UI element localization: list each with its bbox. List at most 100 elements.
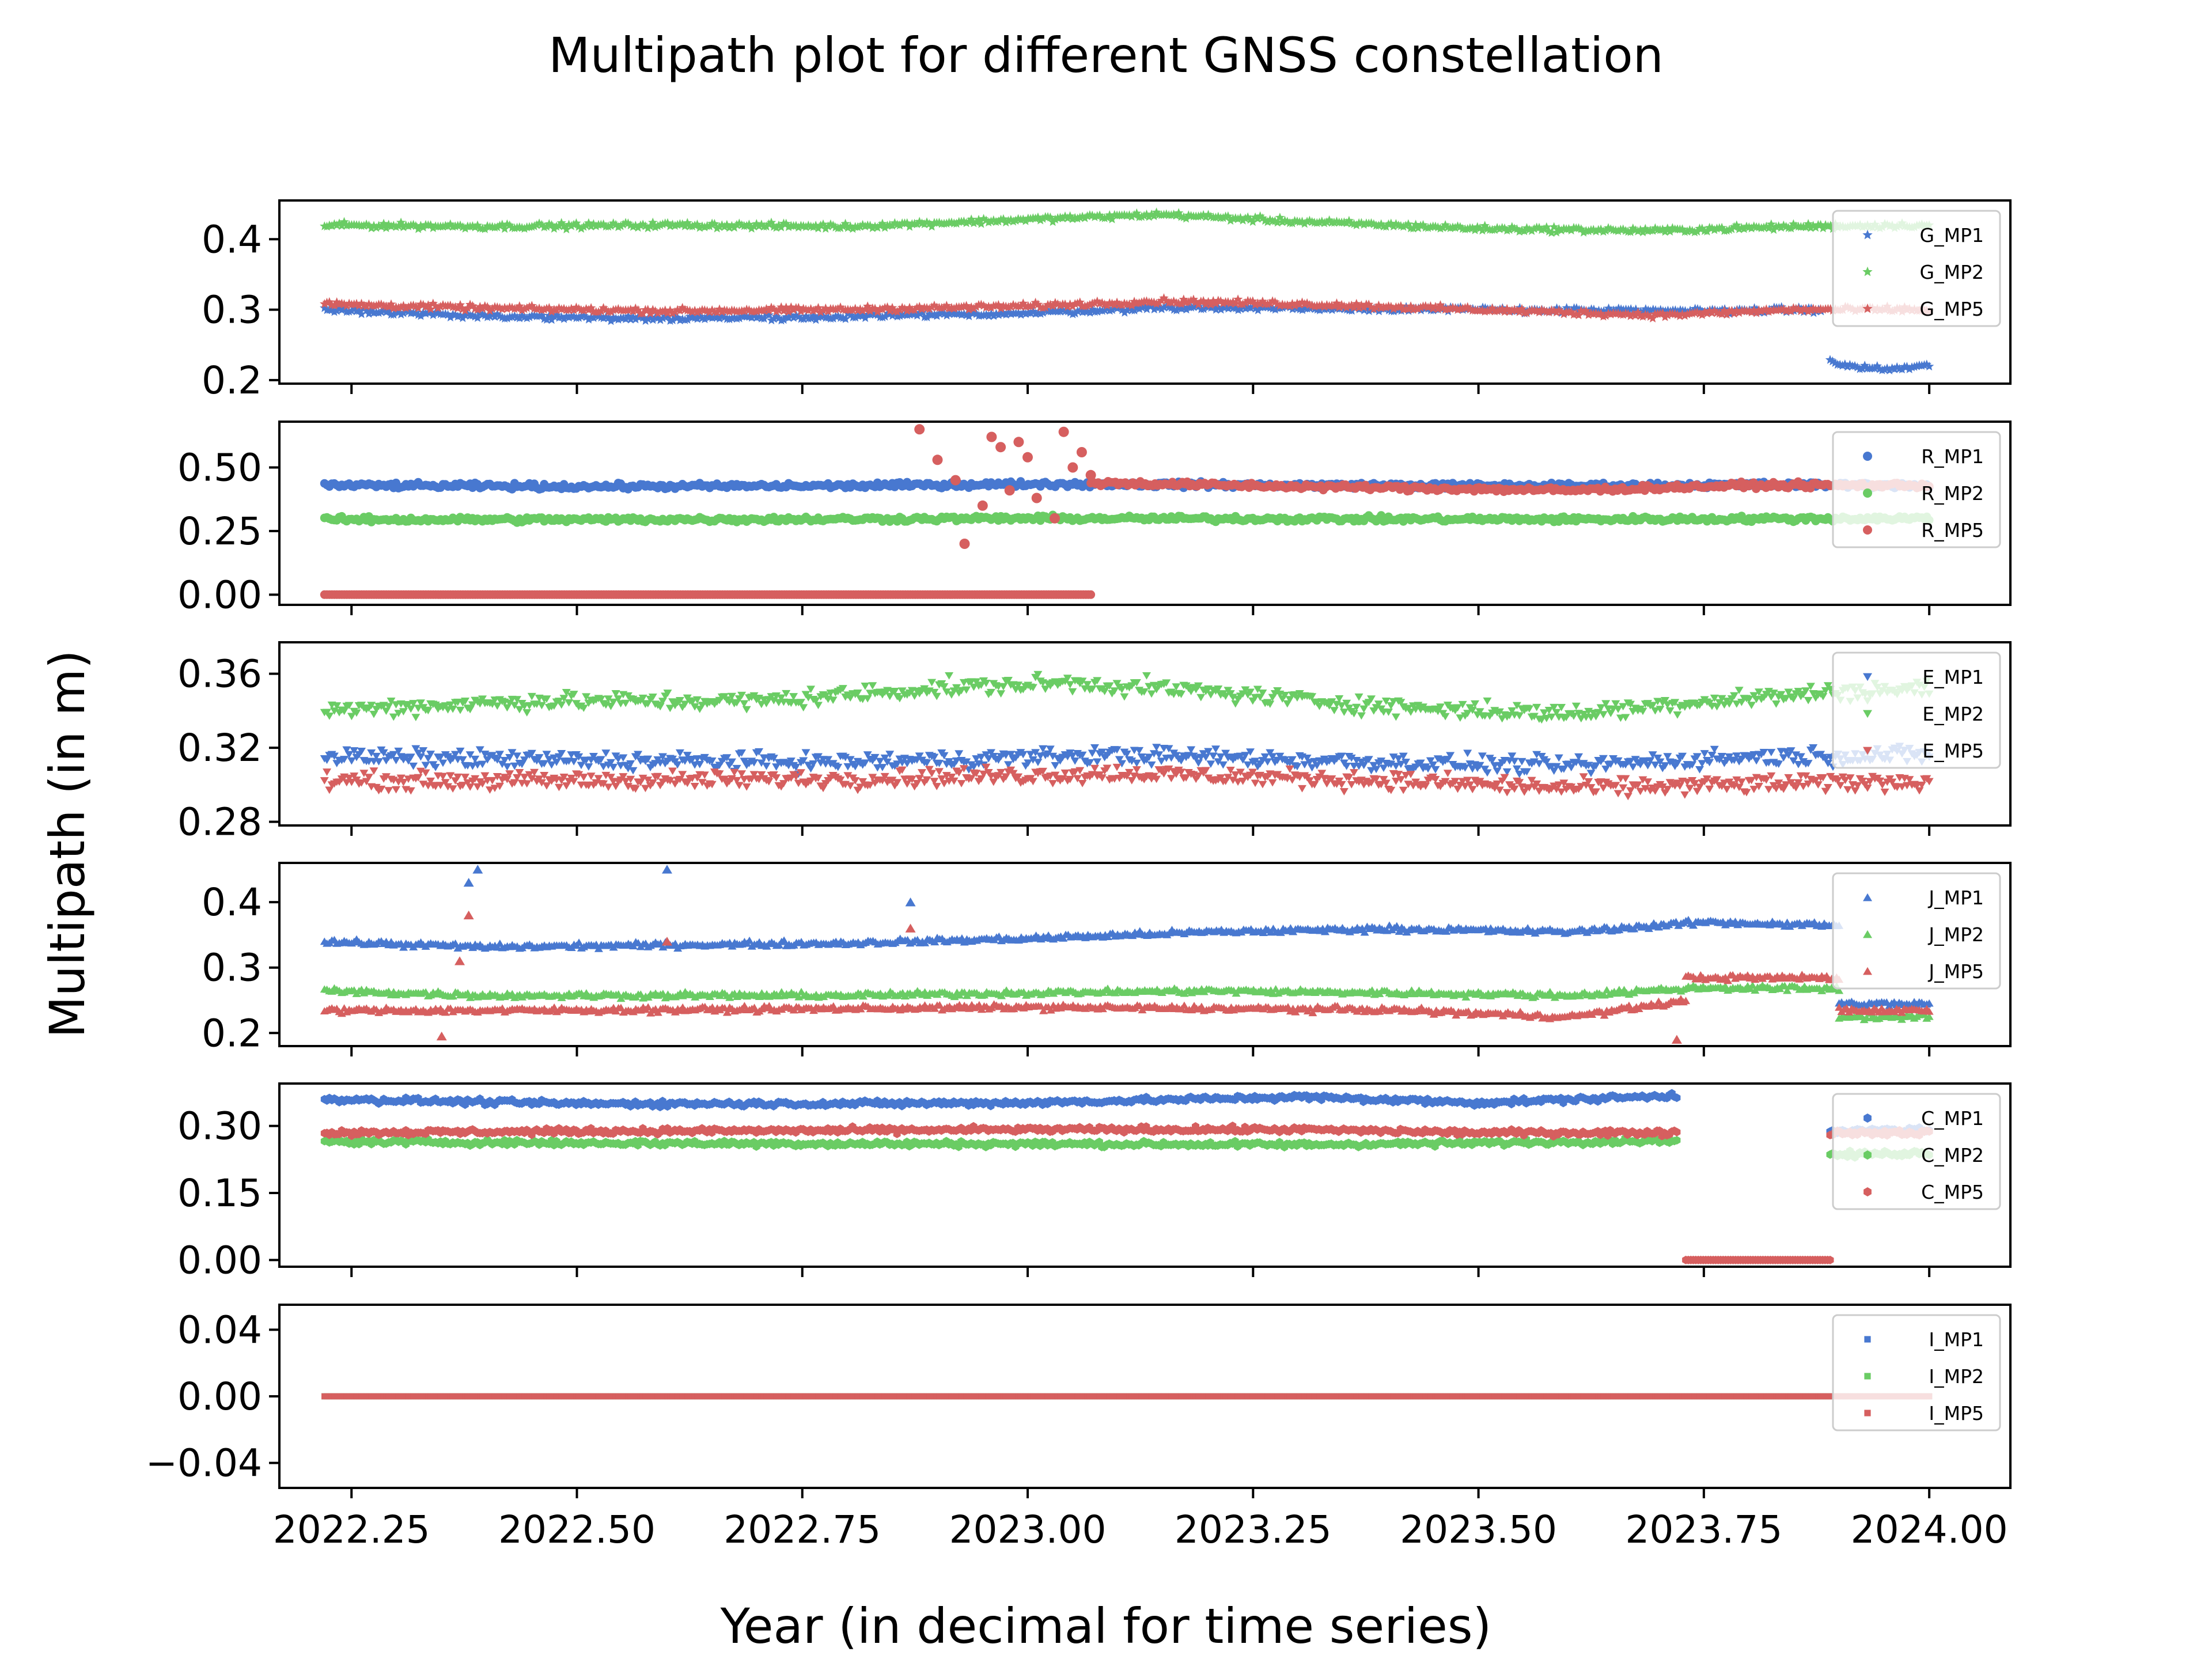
data-point <box>658 219 668 229</box>
data-point <box>1055 306 1066 316</box>
data-point <box>532 220 542 229</box>
data-point <box>692 307 702 317</box>
data-point <box>794 302 804 312</box>
data-point <box>1218 298 1228 308</box>
data-point <box>1129 210 1139 219</box>
data-point <box>870 753 880 762</box>
data-point <box>1507 305 1517 315</box>
data-point <box>569 311 579 321</box>
data-point <box>1112 297 1122 307</box>
data-point <box>740 757 749 766</box>
data-point <box>361 301 372 310</box>
data-point <box>719 222 729 231</box>
data-point <box>1305 759 1314 766</box>
data-point <box>1593 309 1603 319</box>
data-point <box>1300 761 1309 769</box>
data-point <box>986 749 995 757</box>
data-point <box>665 221 675 230</box>
data-point <box>426 307 435 317</box>
data-point <box>589 752 598 760</box>
data-point <box>1604 303 1613 313</box>
data-point <box>762 304 771 313</box>
data-point <box>1145 753 1154 762</box>
data-point <box>603 221 613 231</box>
data-point <box>781 302 791 312</box>
data-point <box>1036 215 1046 225</box>
data-point <box>895 220 905 230</box>
data-point <box>1006 751 1016 759</box>
data-point <box>974 214 984 224</box>
data-point <box>979 301 988 310</box>
data-point <box>1535 760 1544 768</box>
data-point <box>1813 305 1823 315</box>
data-point <box>1209 752 1218 760</box>
data-point <box>695 761 704 768</box>
data-point <box>972 678 981 686</box>
data-point <box>584 763 593 771</box>
data-point <box>737 749 747 757</box>
data-point <box>450 751 460 759</box>
data-point <box>566 221 577 230</box>
data-point <box>690 220 700 230</box>
data-point <box>589 219 599 228</box>
data-point <box>1478 305 1487 315</box>
data-point <box>1204 748 1213 756</box>
data-point <box>1008 300 1018 309</box>
data-point <box>1902 362 1912 371</box>
data-point <box>722 219 732 229</box>
data-point <box>991 301 1001 310</box>
data-point <box>520 224 529 233</box>
data-point <box>495 751 505 759</box>
data-point <box>658 313 668 323</box>
data-point <box>1850 361 1860 370</box>
data-point <box>927 302 937 312</box>
data-point <box>1176 299 1186 308</box>
data-point <box>967 214 976 224</box>
data-point <box>900 304 910 313</box>
data-point <box>1671 305 1680 315</box>
data-point <box>416 221 426 230</box>
data-point <box>801 311 811 320</box>
data-point <box>656 315 665 324</box>
data-point <box>932 310 942 320</box>
data-point <box>596 695 605 703</box>
data-point <box>1430 302 1441 311</box>
data-point <box>1075 213 1085 222</box>
data-point <box>1137 302 1147 312</box>
data-point <box>416 699 425 707</box>
data-point <box>586 221 596 231</box>
data-point <box>386 299 396 309</box>
data-point <box>1162 679 1171 687</box>
data-point <box>1705 759 1714 767</box>
data-point <box>1344 215 1354 225</box>
data-point <box>1354 302 1364 312</box>
data-point <box>1100 688 1109 695</box>
data-point <box>1623 309 1633 319</box>
data-point <box>403 221 414 230</box>
data-point <box>1147 761 1156 769</box>
data-point <box>423 707 433 715</box>
data-point <box>786 757 796 765</box>
data-point <box>834 763 843 771</box>
data-point <box>621 699 630 707</box>
data-point <box>690 703 699 711</box>
data-point <box>354 306 364 315</box>
data-point <box>436 753 445 762</box>
legend-label: R_MP2 <box>1921 482 1984 505</box>
data-point <box>552 310 562 319</box>
data-point <box>1270 304 1280 314</box>
data-point <box>835 223 846 232</box>
data-point <box>1544 226 1554 236</box>
data-point <box>757 759 766 767</box>
data-point <box>986 216 996 226</box>
data-point <box>1198 296 1209 305</box>
data-point <box>611 219 621 229</box>
data-point <box>1330 301 1339 310</box>
data-point <box>910 305 919 315</box>
data-point <box>608 312 619 322</box>
data-point <box>1092 296 1102 306</box>
series-E_MP1 <box>320 743 1934 778</box>
data-point <box>1028 756 1037 764</box>
data-point <box>611 690 620 698</box>
